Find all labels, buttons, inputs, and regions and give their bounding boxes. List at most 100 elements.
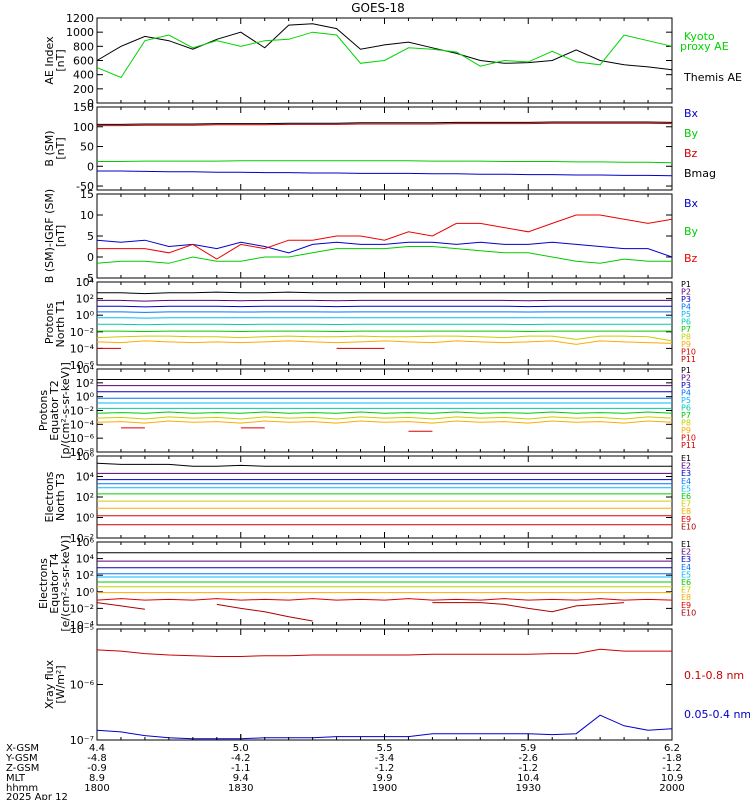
y-tick-label: 0 (87, 97, 94, 110)
y-tick-label: 10⁻² (70, 405, 94, 418)
legend-b-igrf-item: Bx (684, 197, 699, 210)
y-axis-label: B (SM)-IGRF (SM) (43, 189, 56, 283)
y-tick-label: 10⁴ (76, 276, 95, 289)
x-tick-label: -3.4 (375, 753, 395, 764)
y-axis-label: [nT] (54, 49, 67, 71)
legend-item: E3 (681, 469, 691, 478)
legend-b-igrf: Bx By Bz (684, 197, 699, 265)
y-tick-label: 10⁴ (76, 363, 95, 376)
legend-xray-long: 0.1-0.8 nm (684, 669, 744, 682)
legend-b-sm-item: Bz (684, 147, 698, 160)
series-line-p7 (96, 411, 673, 414)
x-tick-label: 5.5 (377, 743, 393, 754)
x-row-label: MLT (6, 773, 26, 784)
y-axis-label: [p/(cm²-s-sr-keV)] (59, 362, 72, 459)
y-tick-label: 10⁻⁶ (70, 359, 95, 372)
series-line-p2 (97, 299, 672, 302)
panel-frame (96, 368, 673, 453)
y-tick-label: 10⁰ (76, 586, 95, 599)
legend-item: P7 (681, 325, 691, 334)
legend-item: E8 (681, 507, 691, 516)
y-axis-label: Equator T4 (48, 553, 61, 613)
y-tick-label: -50 (76, 180, 94, 193)
y-tick-label: 10⁻⁷ (70, 734, 94, 747)
legend-xray: 0.1-0.8 nm 0.05-0.4 nm (684, 669, 750, 721)
panel-xray: 10⁻⁷ 10⁻⁶ 10⁻⁵ Xray flux[W/m²] (43, 623, 673, 747)
series-line-0-1-0-8-nm (96, 648, 672, 657)
y-tick-label: 10⁰ (76, 391, 95, 404)
x-tick-label: 1830 (228, 783, 253, 794)
y-tick-label: 10⁴ (76, 471, 95, 484)
legend-kyoto: Kyoto (684, 30, 715, 43)
legend-xray-short: 0.05-0.4 nm (684, 708, 750, 721)
x-tick-label: 9.4 (233, 773, 249, 784)
series-line-e10 (216, 603, 313, 622)
x-tick-label: 1800 (84, 783, 109, 794)
series-line-p9 (96, 420, 673, 424)
legend-b-sm-item: Bmag (684, 167, 716, 180)
y-axis-label: Electrons (43, 471, 56, 522)
y-axis-label: Protons (43, 303, 56, 344)
series-line-p8 (96, 416, 673, 420)
x-tick-label: 2000 (659, 783, 684, 794)
legend-b-sm-item: By (684, 127, 699, 140)
series-line-by (96, 246, 672, 264)
x-row-label: hhmm (6, 783, 38, 794)
legend-item: E9 (681, 601, 691, 610)
y-tick-label: 800 (73, 40, 94, 53)
legend-item: P8 (681, 333, 691, 342)
x-tick-label: 10.9 (661, 773, 683, 784)
y-tick-label: 150 (73, 101, 94, 114)
series-line-p8 (96, 335, 673, 342)
y-tick-label: 200 (73, 83, 94, 96)
x-row-label: 2025 Apr 12 (6, 792, 68, 800)
x-tick-label: -4.8 (87, 753, 107, 764)
y-axis-label: [W/m²] (54, 665, 67, 703)
panel-b_minus_igrf: -5 0 5 10 15 B (SM)-IGRF (SM)[nT] (43, 188, 673, 285)
x-tick-label: 6.2 (664, 743, 680, 754)
legend-item: P11 (681, 441, 696, 450)
y-tick-label: 600 (73, 55, 94, 68)
legend-item: E3 (681, 555, 691, 564)
series-line-p1 (97, 291, 672, 295)
panel-frame (96, 193, 673, 279)
legend-item: P5 (681, 310, 691, 319)
x-tick-label: -1.2 (518, 763, 538, 774)
series-line-e10 (432, 602, 625, 613)
x-tick-label: -2.6 (518, 753, 538, 764)
x-row-label: X-GSM (6, 743, 39, 754)
legend-item: E1 (681, 454, 691, 463)
legend-item: E9 (681, 515, 691, 524)
series-line-kyoto-proxy-ae (96, 31, 673, 79)
y-tick-label: 10⁻⁶ (70, 432, 95, 445)
y-tick-label: 0 (87, 160, 94, 173)
legend-item: E6 (681, 492, 691, 501)
y-tick-label: 10⁴ (76, 553, 95, 566)
legend-item: E6 (681, 578, 691, 587)
legend-item: P9 (681, 426, 691, 435)
panel-frame (96, 455, 673, 539)
y-tick-label: 10 (80, 209, 94, 222)
plot-title: GOES-18 (351, 1, 405, 15)
series-line-p9 (96, 340, 673, 345)
y-tick-label: 1200 (66, 12, 94, 25)
y-tick-label: 400 (73, 69, 94, 82)
x-row-label: Z-GSM (6, 763, 39, 774)
y-tick-label: 10⁰ (76, 309, 95, 322)
legend-item: P3 (681, 381, 691, 390)
legend-b-igrf-item: By (684, 225, 699, 238)
legend-item: P9 (681, 340, 691, 349)
series-line-p4 (97, 311, 672, 313)
y-tick-label: 10⁻² (70, 602, 94, 615)
y-tick-label: 15 (80, 188, 94, 201)
